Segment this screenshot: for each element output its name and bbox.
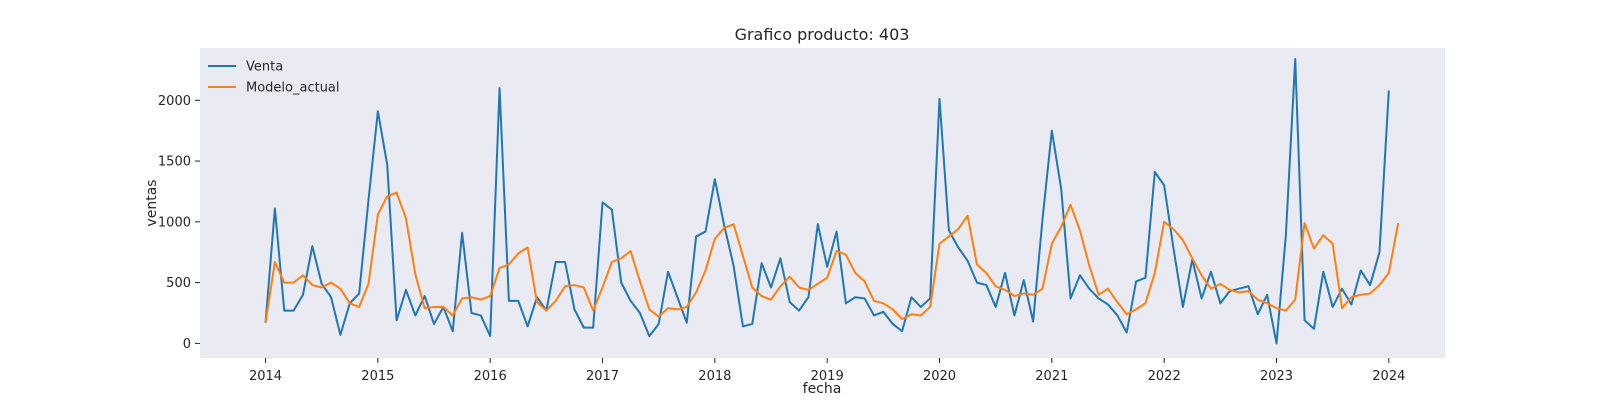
x-tick-label: 2024 [1372,369,1405,384]
x-tick-label: 2023 [1260,369,1293,384]
legend-label: Modelo_actual [246,81,340,96]
y-tick-label: 2000 [158,94,191,109]
x-tick-label: 2017 [586,369,619,384]
x-tick-label: 2020 [923,369,956,384]
y-axis-ticks: 0 500 1000 1500 2000 [158,94,200,352]
x-tick-label: 2021 [1035,369,1068,384]
series-line-modelo-actual [264,191,1400,323]
series-line-venta [264,57,1390,345]
y-tick-label: 1500 [158,155,191,170]
x-axis-ticks: 2014 2015 2016 2017 2018 2019 2020 2021 2022 2023… [249,358,1405,384]
y-axis-label: ventas [144,179,160,226]
x-tick-label: 2016 [474,369,507,384]
x-axis-label: fecha [803,381,842,397]
plot-area [200,48,1445,358]
y-tick-label: 500 [166,276,191,291]
x-tick-label: 2018 [698,369,731,384]
x-tick-label: 2015 [361,369,394,384]
legend: Venta Modelo_actual [208,60,340,96]
x-tick-label: 2014 [249,369,282,384]
x-tick-label: 2022 [1148,369,1181,384]
legend-label: Venta [246,60,283,75]
chart-title: Grafico producto: 403 [735,25,910,44]
series-layer [264,57,1400,345]
x-tick-label: 2019 [811,369,844,384]
y-tick-label: 1000 [158,215,191,230]
y-tick-label: 0 [183,337,191,352]
